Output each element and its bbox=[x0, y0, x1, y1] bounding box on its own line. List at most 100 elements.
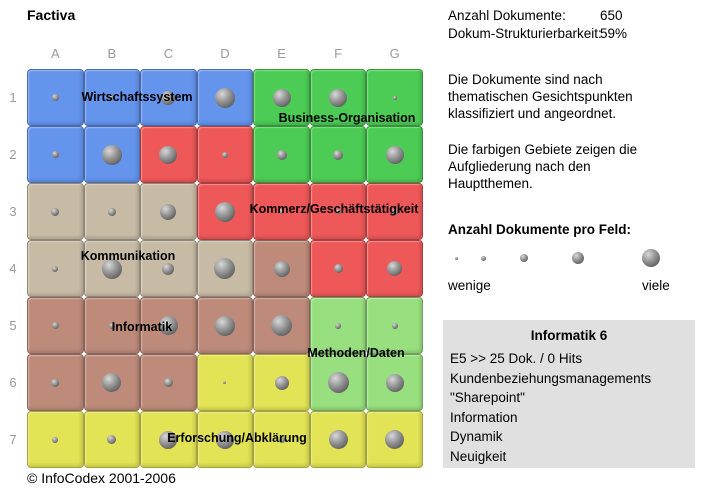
cell-info-title: Informatik 6 bbox=[530, 328, 608, 343]
map-cell-E5[interactable] bbox=[253, 297, 310, 354]
document-bubble-D5 bbox=[214, 315, 235, 336]
map-cell-B2[interactable] bbox=[83, 126, 141, 183]
map-cell-B1[interactable] bbox=[83, 69, 141, 126]
document-bubble-D3 bbox=[214, 201, 235, 222]
document-bubble-B4 bbox=[101, 258, 122, 279]
map-cell-G6[interactable] bbox=[366, 354, 423, 411]
map-cell-A1[interactable] bbox=[27, 69, 84, 126]
map-cell-E4[interactable] bbox=[253, 240, 310, 297]
document-bubble-D6 bbox=[223, 381, 227, 384]
cell-info-line-2: Kundenbeziehungsmanagements bbox=[450, 370, 652, 386]
map-cell-D4[interactable] bbox=[196, 240, 254, 297]
map-cell-D2[interactable] bbox=[196, 126, 254, 183]
row-header-4: 4 bbox=[9, 261, 17, 276]
map-cell-F6[interactable] bbox=[309, 354, 367, 411]
structurability-label: Dokum-Strukturierbarkeit: bbox=[448, 26, 602, 41]
map-cell-D7[interactable] bbox=[196, 411, 254, 468]
map-cell-D5[interactable] bbox=[196, 297, 254, 354]
map-cell-A5[interactable] bbox=[27, 297, 84, 354]
map-cell-G2[interactable] bbox=[366, 126, 423, 183]
document-bubble-F1 bbox=[329, 88, 348, 107]
region-label-wirtschaftssystem: Wirtschaftssystem bbox=[81, 90, 193, 104]
document-bubble-F7 bbox=[328, 430, 348, 449]
document-bubble-F3 bbox=[335, 209, 341, 214]
map-cell-D3[interactable] bbox=[196, 183, 254, 240]
map-cell-B3[interactable] bbox=[83, 183, 141, 240]
map-cell-C7[interactable] bbox=[140, 411, 197, 468]
document-bubble-F2 bbox=[333, 149, 344, 160]
document-bubble-G1 bbox=[392, 95, 397, 100]
structurability-row: Dokum-Strukturierbarkeit: 59% bbox=[448, 26, 698, 41]
row-header-5: 5 bbox=[9, 318, 17, 333]
map-cell-F2[interactable] bbox=[309, 126, 367, 183]
column-header-F: F bbox=[334, 46, 343, 61]
document-bubble-D4 bbox=[214, 258, 236, 279]
map-cell-C1[interactable] bbox=[140, 69, 197, 126]
map-cell-F7[interactable] bbox=[309, 411, 367, 468]
map-cell-B7[interactable] bbox=[83, 411, 141, 468]
map-cell-C5[interactable] bbox=[140, 297, 197, 354]
map-cell-D1[interactable] bbox=[196, 69, 254, 126]
map-cell-A3[interactable] bbox=[27, 183, 84, 240]
map-cell-F1[interactable] bbox=[309, 69, 367, 126]
document-bubble-C7 bbox=[159, 430, 178, 449]
map-cell-A7[interactable] bbox=[27, 411, 84, 468]
document-bubble-A1 bbox=[51, 94, 59, 101]
document-bubble-C1 bbox=[161, 90, 176, 105]
map-cell-D6[interactable] bbox=[196, 354, 254, 411]
map-cell-E1[interactable] bbox=[253, 69, 310, 126]
map-cell-G7[interactable] bbox=[366, 411, 423, 468]
document-bubble-B2 bbox=[101, 144, 122, 165]
map-cell-C2[interactable] bbox=[140, 126, 197, 183]
document-map-grid bbox=[27, 69, 423, 468]
document-bubble-E5 bbox=[271, 315, 293, 336]
region-label-kommunikation: Kommunikation bbox=[80, 249, 176, 263]
legend-bubble-4 bbox=[572, 252, 584, 264]
document-bubble-G6 bbox=[385, 373, 404, 392]
map-cell-G4[interactable] bbox=[366, 240, 423, 297]
map-cell-B5[interactable] bbox=[83, 297, 141, 354]
source-title: Factiva bbox=[27, 7, 76, 23]
legend-bubble-5 bbox=[642, 249, 660, 267]
map-cell-A6[interactable] bbox=[27, 354, 84, 411]
map-cell-F5[interactable] bbox=[309, 297, 367, 354]
row-header-6: 6 bbox=[9, 375, 17, 390]
map-cell-A2[interactable] bbox=[27, 126, 84, 183]
document-bubble-G7 bbox=[385, 430, 405, 449]
map-cell-E7[interactable] bbox=[253, 411, 310, 468]
map-cell-E6[interactable] bbox=[253, 354, 310, 411]
map-cell-F3[interactable] bbox=[309, 183, 367, 240]
map-cell-G1[interactable] bbox=[366, 69, 423, 126]
doc-count-value: 650 bbox=[600, 8, 623, 23]
doc-count-label: Anzahl Dokumente: bbox=[448, 8, 566, 23]
map-cell-A4[interactable] bbox=[27, 240, 84, 297]
region-label-kommerz-gesch-ftst-tigkeit: Kommerz/Geschäftstätigkeit bbox=[249, 202, 419, 216]
cell-info-box: Informatik 6 E5 >> 25 Dok. / 0 Hits Kunde… bbox=[443, 320, 695, 468]
map-cell-E3[interactable] bbox=[253, 183, 310, 240]
column-header-A: A bbox=[50, 46, 60, 61]
document-bubble-A2 bbox=[51, 151, 59, 158]
document-bubble-A7 bbox=[52, 436, 59, 443]
map-cell-G5[interactable] bbox=[366, 297, 423, 354]
map-cell-C4[interactable] bbox=[140, 240, 197, 297]
document-bubble-A6 bbox=[51, 378, 60, 387]
map-cell-C3[interactable] bbox=[140, 183, 197, 240]
document-bubble-B5 bbox=[108, 322, 115, 329]
map-cell-E2[interactable] bbox=[253, 126, 310, 183]
structurability-value: 59% bbox=[600, 26, 628, 41]
region-label-erforschung-abkl-rung: Erforschung/Abklärung bbox=[167, 431, 307, 445]
map-cell-B6[interactable] bbox=[83, 354, 141, 411]
map-cell-F4[interactable] bbox=[309, 240, 367, 297]
description-regions: Die farbigen Gebiete zeigen die Aufglied… bbox=[448, 142, 638, 191]
map-cell-G3[interactable] bbox=[366, 183, 423, 240]
legend-title: Anzahl Dokumente pro Feld: bbox=[448, 222, 632, 237]
document-bubble-B1 bbox=[109, 95, 115, 100]
region-label-business-organisation: Business-Organisation bbox=[278, 111, 416, 125]
map-cell-C6[interactable] bbox=[140, 354, 197, 411]
column-header-D: D bbox=[220, 46, 230, 61]
doc-count-row: Anzahl Dokumente: 650 bbox=[448, 8, 698, 23]
document-bubble-G4 bbox=[387, 261, 403, 276]
document-bubble-C3 bbox=[160, 203, 177, 220]
map-cell-B4[interactable] bbox=[83, 240, 141, 297]
